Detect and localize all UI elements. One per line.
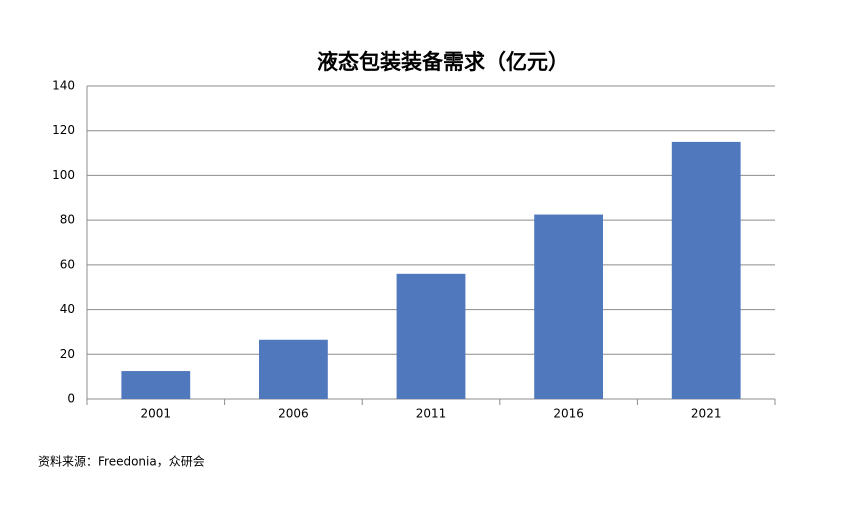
x-tick-label: 2001 — [141, 407, 172, 421]
x-tick-label: 2016 — [553, 407, 584, 421]
y-tick-label: 40 — [60, 302, 75, 316]
y-tick-label: 120 — [52, 123, 75, 137]
x-tick-label: 2011 — [416, 407, 447, 421]
y-tick-label: 0 — [67, 392, 75, 406]
y-tick-label: 20 — [60, 347, 75, 361]
source-note: 资料来源：Freedonia，众研会 — [38, 455, 205, 469]
bar — [534, 214, 603, 399]
bar — [396, 273, 466, 399]
bar — [121, 371, 191, 399]
x-tick-label: 2006 — [278, 407, 309, 421]
y-tick-label: 140 — [52, 79, 75, 93]
bar — [259, 339, 328, 399]
chart-title: 液态包装装备需求（亿元） — [317, 50, 569, 74]
bar — [671, 141, 741, 399]
y-tick-label: 100 — [52, 168, 75, 182]
y-tick-label: 80 — [60, 213, 75, 227]
y-tick-label: 60 — [60, 257, 75, 271]
x-tick-label: 2021 — [691, 407, 722, 421]
